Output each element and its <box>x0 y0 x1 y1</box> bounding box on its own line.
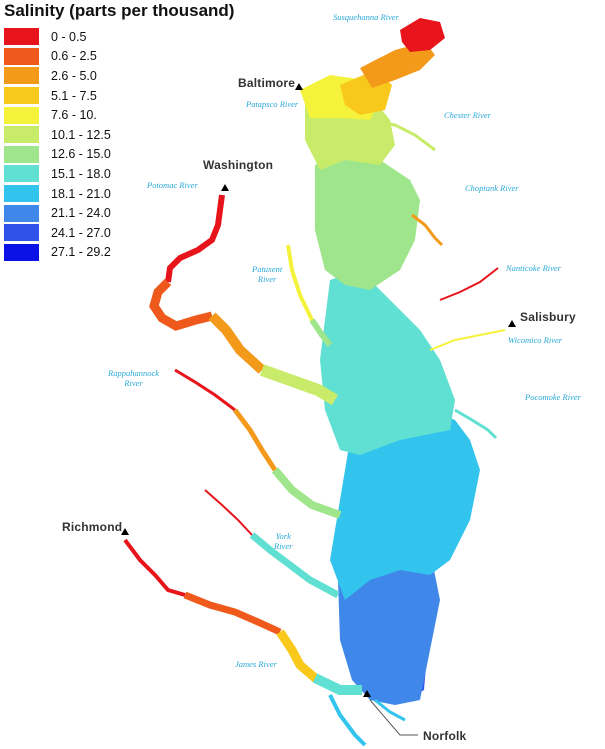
potomac-river-mouth <box>259 364 339 406</box>
legend-label: 2.6 - 5.0 <box>51 68 97 83</box>
river-label-rappahannock-line2: River <box>124 378 143 388</box>
james-river-mid <box>183 591 282 636</box>
legend-label: 5.1 - 7.5 <box>51 88 97 103</box>
river-label-susquehanna: Susquehanna River <box>333 12 399 22</box>
legend-swatch <box>4 67 39 85</box>
chester-river <box>371 118 436 152</box>
lynnhaven-inlet <box>374 698 406 722</box>
legend-swatch <box>4 224 39 242</box>
pocomoke-river <box>454 408 498 440</box>
legend-item: 21.1 - 24.0 <box>4 203 111 223</box>
legend-swatch <box>4 87 39 105</box>
legend-item: 15.1 - 18.0 <box>4 164 111 184</box>
bay-zone-central <box>320 270 455 455</box>
legend-item: 18.1 - 21.0 <box>4 184 111 204</box>
legend-item: 12.6 - 15.0 <box>4 145 111 165</box>
river-label-patuxent-line2: River <box>257 274 277 284</box>
river-label-rappahannock-line1: Rappahannock <box>108 368 159 378</box>
bay-zone-mid-south <box>330 410 480 600</box>
richmond-marker <box>121 528 129 535</box>
legend-label: 15.1 - 18.0 <box>51 166 111 181</box>
legend-swatch <box>4 243 39 261</box>
legend-item: 7.6 - 10. <box>4 105 111 125</box>
legend-item: 27.1 - 29.2 <box>4 243 111 263</box>
river-label-choptank: Choptank River <box>465 183 519 193</box>
city-label-richmond: Richmond <box>62 520 123 534</box>
legend: 0 - 0.5 0.6 - 2.5 2.6 - 5.0 5.1 - 7.5 7.6 - … <box>4 27 111 262</box>
james-river-fresh <box>123 538 186 597</box>
river-label-patuxent: Patuxent River <box>252 264 282 284</box>
legend-item: 0 - 0.5 <box>4 27 111 47</box>
city-label-washington: Washington <box>203 158 274 172</box>
legend-swatch <box>4 28 39 46</box>
legend-swatch <box>4 204 39 222</box>
river-label-patapsco: Patapsco River <box>246 99 299 109</box>
legend-swatch <box>4 165 39 183</box>
legend-swatch <box>4 47 39 65</box>
river-label-york-line1: York <box>275 531 291 541</box>
river-label-patuxent-line1: Patuxent <box>252 264 283 274</box>
legend-item: 24.1 - 27.0 <box>4 223 111 243</box>
legend-label: 24.1 - 27.0 <box>51 225 111 240</box>
legend-swatch <box>4 106 39 124</box>
potomac-river-lower <box>208 312 266 374</box>
river-label-york-line2: River <box>274 541 293 551</box>
river-label-pocomoke: Pocomoke River <box>525 392 581 402</box>
norfolk-marker <box>363 690 371 697</box>
city-label-baltimore: Baltimore <box>238 76 296 90</box>
river-label-york: York River <box>274 531 292 551</box>
legend-swatch <box>4 185 39 203</box>
elizabeth-river <box>328 694 367 747</box>
bay-zone-mid-north <box>315 150 420 290</box>
river-label-potomac: Potomac River <box>147 180 198 190</box>
york-river <box>204 489 253 536</box>
legend-label: 12.6 - 15.0 <box>51 147 111 162</box>
legend-item: 2.6 - 5.0 <box>4 66 111 86</box>
legend-swatch <box>4 145 39 163</box>
river-label-chester: Chester River <box>444 110 491 120</box>
legend-label: 27.1 - 29.2 <box>51 245 111 260</box>
washington-marker <box>221 184 229 191</box>
potomac-river-fresh <box>165 194 225 283</box>
legend-item: 5.1 - 7.5 <box>4 86 111 106</box>
legend-item: 10.1 - 12.5 <box>4 125 111 145</box>
legend-label: 0.6 - 2.5 <box>51 49 97 64</box>
bay-zone-susquehanna-red <box>400 18 445 52</box>
potomac-river-mid <box>149 278 214 331</box>
legend-title: Salinity (parts per thousand) <box>4 1 235 20</box>
river-label-nanticoke: Nanticoke River <box>506 263 561 273</box>
legend-label: 18.1 - 21.0 <box>51 186 111 201</box>
legend-item: 0.6 - 2.5 <box>4 47 111 67</box>
legend-label: 0 - 0.5 <box>51 29 87 44</box>
baltimore-marker <box>295 83 303 90</box>
city-label-salisbury: Salisbury <box>520 310 576 324</box>
wicomico-river <box>429 329 506 351</box>
legend-label: 21.1 - 24.0 <box>51 206 111 221</box>
river-label-rappahannock: Rappahannock River <box>108 368 159 388</box>
rappahannock-river-mid <box>233 408 278 472</box>
patuxent-river-mouth <box>309 318 333 347</box>
bay-zone-head-orange <box>360 42 435 88</box>
york-river-lower <box>249 532 340 599</box>
salisbury-marker <box>508 320 516 327</box>
rappahannock-river <box>174 368 236 412</box>
rappahannock-river-lower <box>271 467 342 519</box>
river-label-wicomico: Wicomico River <box>508 335 563 345</box>
legend-label: 7.6 - 10. <box>51 108 97 123</box>
james-river-mouth <box>312 673 362 695</box>
river-label-james: James River <box>235 659 277 669</box>
city-label-norfolk: Norfolk <box>423 729 467 743</box>
legend-swatch <box>4 126 39 144</box>
legend-label: 10.1 - 12.5 <box>51 127 111 142</box>
nanticoke-river <box>439 267 499 301</box>
choptank-river <box>411 213 444 247</box>
